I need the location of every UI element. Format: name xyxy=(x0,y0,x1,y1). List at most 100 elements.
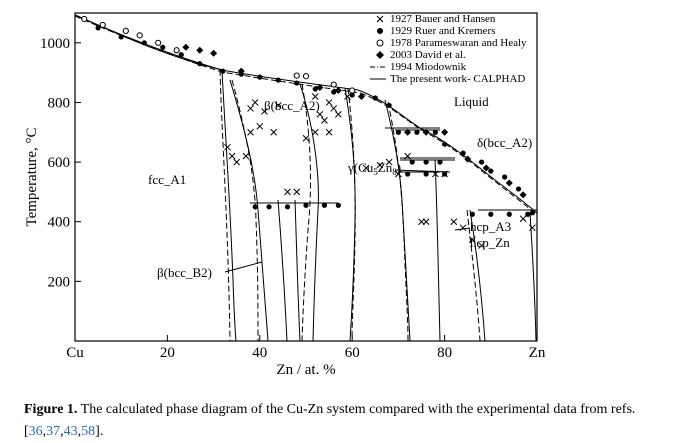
data-point xyxy=(432,170,439,178)
data-point xyxy=(422,218,430,226)
liquidus-curve-dashed xyxy=(74,15,538,216)
phase-label-hcp-zn: hcp_Zn xyxy=(470,235,510,250)
caption-ref-4[interactable]: 58 xyxy=(81,424,96,439)
data-point xyxy=(450,218,458,226)
phase-label-bcc-a2: β(bcc_A2) xyxy=(264,98,320,113)
data-point xyxy=(372,95,378,101)
data-point xyxy=(251,99,259,106)
data-point xyxy=(224,143,231,151)
data-point xyxy=(325,99,333,106)
data-point xyxy=(423,171,429,177)
data-point xyxy=(233,158,241,166)
data-point xyxy=(266,204,272,210)
data-point xyxy=(437,159,443,165)
data-point xyxy=(441,128,449,136)
data-point xyxy=(228,152,236,160)
delta-region xyxy=(394,129,455,173)
caption-text: The calculated phase diagram of the Cu-Z… xyxy=(24,402,636,439)
beta-left xyxy=(229,79,269,342)
data-point xyxy=(257,74,263,80)
data-point xyxy=(464,155,472,163)
data-point xyxy=(294,80,300,86)
data-point xyxy=(293,188,301,196)
data-point xyxy=(210,49,218,57)
data-point xyxy=(409,159,415,165)
legend-marker xyxy=(376,15,384,23)
fcc-solvus xyxy=(221,69,237,342)
data-point xyxy=(488,211,494,217)
data-point xyxy=(478,242,485,249)
gamma-label-part2: Zn xyxy=(378,160,393,175)
data-point xyxy=(330,105,338,112)
data-point xyxy=(95,25,101,31)
phase-label-hcp-a3: hcp_A3 xyxy=(470,219,511,234)
data-point xyxy=(178,52,184,58)
y-tick-label: 1000 xyxy=(40,36,70,52)
data-point xyxy=(293,72,300,79)
x-tick-label: 40 xyxy=(252,345,267,361)
data-point xyxy=(284,204,291,210)
caption-ref-2[interactable]: 37 xyxy=(46,424,61,439)
data-point xyxy=(99,21,106,29)
data-point xyxy=(395,170,402,178)
data-point xyxy=(482,164,490,172)
phase-label-bcc-b2: β(bcc_B2) xyxy=(157,265,212,280)
fcc-solvus-dashed xyxy=(219,69,231,342)
caption-ref-1[interactable]: 36 xyxy=(28,424,43,439)
data-point xyxy=(141,40,147,46)
data-point xyxy=(334,87,342,95)
data-point xyxy=(478,159,485,165)
data-point xyxy=(118,34,124,40)
x-axis-title: Zn / at. % xyxy=(276,362,335,378)
x-tick-label: Cu xyxy=(66,345,84,361)
data-point xyxy=(316,111,324,118)
beta-b2-left xyxy=(277,199,288,342)
phase-boundary-curves xyxy=(74,14,538,342)
gamma-left xyxy=(344,87,356,342)
data-point xyxy=(247,105,254,112)
phase-label-fcc: fcc_A1 xyxy=(148,172,186,187)
data-point xyxy=(182,43,190,51)
data-markers xyxy=(81,15,536,249)
data-point xyxy=(519,191,527,199)
y-tick-label: 800 xyxy=(48,95,71,111)
data-point xyxy=(385,158,393,166)
phase-label-liquid: Liquid xyxy=(454,94,489,109)
data-point xyxy=(196,46,204,54)
data-point xyxy=(311,93,319,100)
data-point xyxy=(122,27,129,34)
legend-entry: The present work- CALPHAD xyxy=(390,73,525,85)
beta-b2-right xyxy=(294,199,301,342)
y-tick-label: 400 xyxy=(48,215,71,231)
data-point xyxy=(459,224,467,232)
x-tick-label: 60 xyxy=(345,345,360,361)
data-point xyxy=(423,159,429,165)
data-point xyxy=(321,116,328,124)
data-point xyxy=(302,134,310,142)
gamma-label-part1: γ(Cu xyxy=(347,160,374,175)
arrow-bcc-b2 xyxy=(224,261,263,273)
gamma-right-dashed xyxy=(387,101,409,342)
beta-right xyxy=(299,83,319,342)
data-point xyxy=(247,128,254,136)
data-point xyxy=(274,102,282,109)
arrow-hcp xyxy=(454,227,471,231)
legend-marker xyxy=(376,39,384,47)
figure-caption: Figure 1. The calculated phase diagram o… xyxy=(24,402,636,439)
data-point xyxy=(460,150,466,156)
data-point xyxy=(422,128,430,136)
data-point xyxy=(362,164,370,172)
y-tick-label: 200 xyxy=(48,274,71,290)
data-point xyxy=(284,188,291,196)
x-tick-label: Zn xyxy=(529,345,546,361)
data-point xyxy=(432,129,438,135)
data-point xyxy=(525,211,531,217)
data-point xyxy=(404,152,411,160)
caption-ref-3[interactable]: 43 xyxy=(63,424,78,439)
x-tick-label: 80 xyxy=(437,345,452,361)
epsilon-left xyxy=(434,159,441,342)
data-point xyxy=(261,108,268,115)
data-point xyxy=(136,32,143,39)
